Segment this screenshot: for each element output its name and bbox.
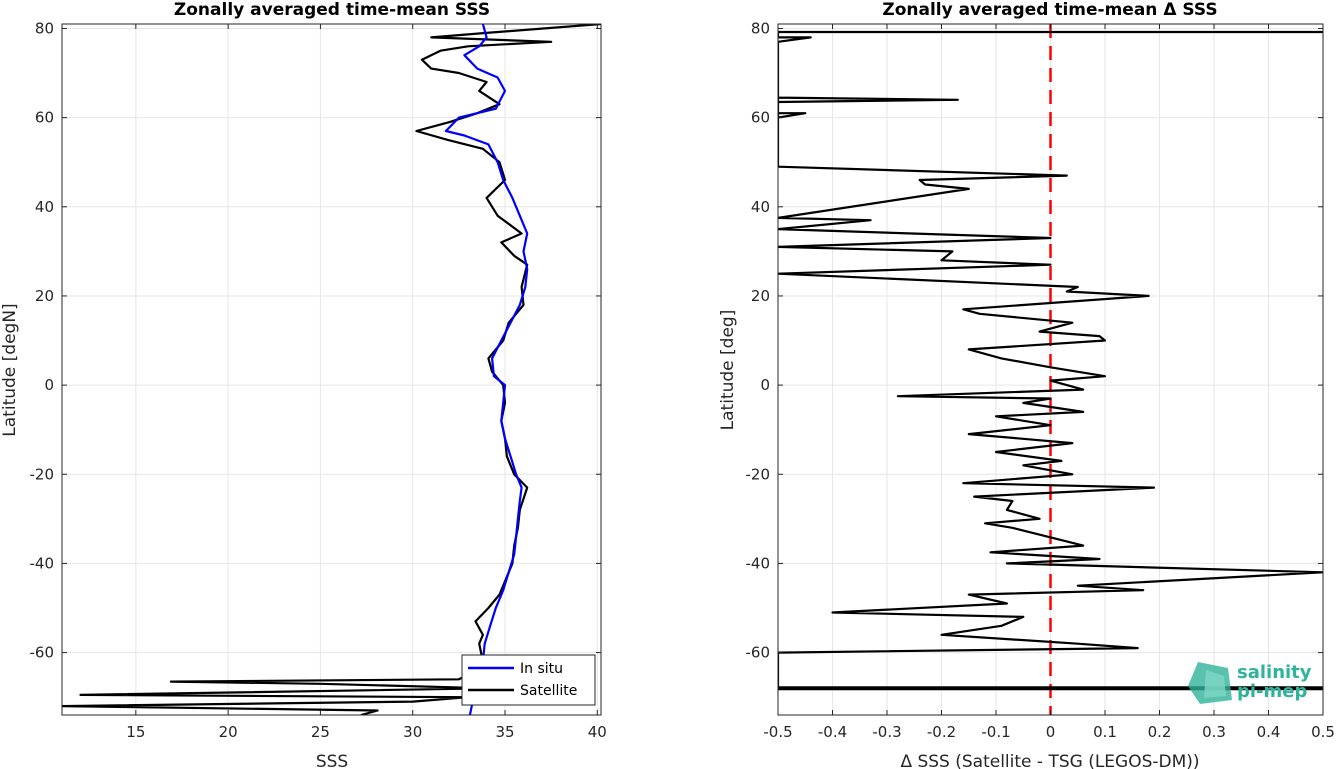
left-xtick-label: 20 [219, 723, 238, 741]
left-xtick-label: 40 [588, 723, 607, 741]
left-plot-background [62, 24, 601, 715]
right-xtick-label: 0.5 [1311, 723, 1335, 741]
left-xtick-label: 25 [311, 723, 330, 741]
left-ylabel: Latitude [degN] [0, 303, 20, 436]
right-ytick-label: 20 [751, 287, 770, 305]
right-xtick-label: 0.3 [1202, 723, 1226, 741]
left-ytick-label: 20 [35, 287, 54, 305]
right-xtick-label: -0.2 [927, 723, 956, 741]
right-ytick-label: 40 [751, 198, 770, 216]
right-ytick-label: 60 [751, 109, 770, 127]
right-xtick-label: -0.5 [763, 723, 792, 741]
right-xlabel: Δ SSS (Satellite - TSG (LEGOS-DM)) [900, 752, 1199, 769]
left-ytick-label: -40 [30, 554, 55, 572]
left-ticks: 15 20 25 30 35 40 -60 -40 -20 0 20 40 60 80 [30, 19, 607, 741]
left-panel: Zonally averaged time-mean SSS 15 20 25 30 3… [0, 0, 607, 769]
right-panel: Zonally averaged time-mean Δ SSS -0.5 -0.… [718, 0, 1335, 769]
left-axes-box [61, 23, 602, 716]
left-ytick-label: 0 [44, 376, 54, 394]
right-ytick-label: 0 [760, 376, 770, 394]
logo-text-line1: salinity [1237, 662, 1312, 683]
right-xtick-label: 0.2 [1148, 723, 1172, 741]
left-ytick-label: -20 [30, 465, 55, 483]
left-ytick-label: 60 [35, 109, 54, 127]
left-xlabel: SSS [316, 752, 348, 769]
left-xtick-label: 30 [403, 723, 422, 741]
right-series-group [778, 24, 1323, 715]
right-ytick-label: -60 [746, 644, 771, 662]
left-title: Zonally averaged time-mean SSS [174, 0, 490, 20]
right-xtick-label: -0.1 [981, 723, 1010, 741]
right-title: Zonally averaged time-mean Δ SSS [882, 0, 1217, 20]
right-xtick-label: 0 [1046, 723, 1056, 741]
right-ticks: -0.5 -0.4 -0.3 -0.2 -0.1 0 0.1 0.2 0.3 0.4 0.5 -60 -… [746, 19, 1335, 741]
right-xtick-label: 0.4 [1257, 723, 1281, 741]
legend: In situ Satellite [461, 654, 596, 706]
right-xtick-label: -0.3 [872, 723, 901, 741]
logo-icon-inner [1204, 670, 1226, 698]
left-ytick-label: 80 [35, 19, 54, 37]
logo-text-line2: pi-mep [1237, 681, 1307, 702]
right-ytick-label: 80 [751, 19, 770, 37]
legend-box [461, 654, 596, 706]
right-xtick-label: 0.1 [1093, 723, 1117, 741]
left-ytick-label: 40 [35, 198, 54, 216]
right-ytick-label: -20 [746, 465, 771, 483]
legend-label-satellite: Satellite [520, 683, 577, 699]
salinity-pi-mep-logo: salinity pi-mep [1188, 662, 1312, 704]
right-xtick-label: -0.4 [818, 723, 847, 741]
left-ytick-label: -60 [30, 644, 55, 662]
left-grid [62, 24, 601, 715]
right-ytick-label: -40 [746, 554, 771, 572]
right-plot-area [778, 24, 1323, 715]
right-ylabel: Latitude [deg] [718, 310, 738, 431]
legend-label-in-situ: In situ [520, 661, 563, 677]
left-xtick-label: 15 [126, 723, 145, 741]
left-series-line-in-situ [444, 24, 529, 715]
left-xtick-label: 35 [495, 723, 514, 741]
right-series-line-delta-sss [778, 30, 1323, 691]
